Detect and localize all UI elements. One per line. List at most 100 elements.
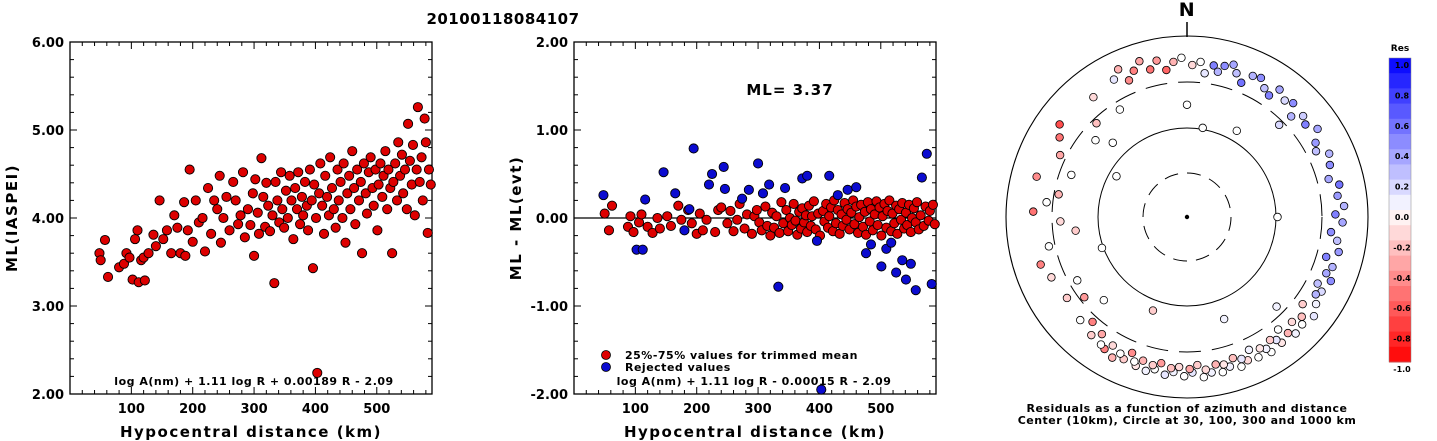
station-residual-point	[1256, 73, 1266, 83]
data-point	[338, 158, 349, 169]
data-point	[307, 263, 319, 274]
data-point	[404, 155, 415, 166]
data-point	[774, 227, 785, 239]
data-point	[393, 137, 404, 148]
data-point	[407, 139, 419, 151]
station-residual-point	[1326, 276, 1336, 286]
rejected-point	[842, 184, 853, 195]
station-residual-point	[1313, 124, 1322, 134]
colorbar-block	[1389, 194, 1411, 211]
data-point	[270, 176, 281, 187]
ring-1000km	[1005, 35, 1369, 399]
station-residual-point	[1265, 335, 1275, 345]
data-point	[417, 195, 428, 206]
data-point	[728, 226, 739, 237]
data-point	[235, 210, 246, 221]
data-point	[199, 246, 211, 257]
x-tick-label: 200	[179, 402, 206, 417]
station-residual-point	[1219, 360, 1228, 369]
data-point	[172, 222, 183, 233]
data-point	[258, 191, 269, 202]
station-residual-point	[1138, 356, 1148, 365]
data-point	[333, 195, 344, 206]
station-residual-point	[1334, 247, 1343, 257]
data-point	[368, 200, 379, 211]
station-residual-point	[1211, 360, 1220, 369]
data-point	[239, 232, 250, 243]
rejected-point	[900, 274, 911, 285]
data-point	[372, 225, 383, 236]
data-point	[277, 204, 288, 215]
rejected-point	[926, 278, 937, 290]
colorbar-block	[1389, 149, 1411, 165]
station-residual-point	[1036, 260, 1045, 269]
data-point	[911, 197, 923, 208]
data-point	[291, 204, 303, 215]
data-point	[344, 170, 355, 181]
colorbar-tick-label: -0.4	[1393, 274, 1411, 283]
data-point	[310, 212, 322, 224]
data-point	[228, 176, 239, 187]
station-residual-point	[1309, 311, 1319, 321]
data-point	[355, 176, 366, 187]
data-point	[342, 188, 353, 199]
station-residual-point	[1219, 314, 1229, 324]
data-point	[423, 164, 434, 175]
data-point	[345, 204, 356, 215]
ml-value-annotation: ML= 3.37	[746, 81, 833, 99]
data-point	[332, 164, 343, 175]
data-point	[233, 219, 244, 230]
data-point	[872, 219, 883, 231]
station-residual-point	[1248, 71, 1257, 81]
data-point	[391, 195, 403, 206]
colorbar-frame	[1388, 57, 1412, 363]
station-residual-point	[1274, 120, 1284, 130]
data-point	[337, 212, 348, 224]
data-point	[304, 164, 315, 175]
residual-y-axis-label: ML - ML(evt)	[507, 156, 525, 280]
rejected-point	[737, 193, 748, 204]
station-residual-point	[1088, 317, 1097, 327]
station-residual-point	[1325, 160, 1335, 170]
station-residual-point	[1080, 293, 1089, 302]
station-residual-point	[1301, 120, 1310, 129]
data-point	[808, 196, 819, 207]
station-residual-point	[1116, 349, 1125, 358]
colorbar-tick-label: 0.2	[1395, 183, 1409, 192]
figure-title: 20100118084107	[426, 10, 579, 28]
station-residual-point	[1273, 325, 1283, 334]
data-point	[927, 199, 938, 210]
rejected-point	[707, 168, 718, 180]
rejected-point	[876, 261, 887, 272]
station-residual-point	[1169, 57, 1178, 67]
data-point	[279, 222, 290, 233]
station-residual-point	[1237, 362, 1246, 371]
station-residual-point	[1174, 362, 1184, 372]
rejected-point	[718, 161, 729, 173]
legend-marker-accepted	[601, 350, 611, 360]
station-residual-point	[1182, 100, 1192, 109]
colorbar-tick-label: 0.8	[1395, 91, 1410, 100]
x-tick-label: 100	[622, 402, 649, 417]
rejected-point	[688, 143, 699, 154]
data-point	[412, 102, 423, 113]
rejected-point	[658, 167, 669, 178]
colorbar-block	[1389, 240, 1411, 257]
y-tick-label: -1.00	[531, 300, 568, 315]
data-point	[425, 179, 436, 190]
colorbar-block	[1389, 346, 1411, 363]
data-point	[662, 211, 673, 222]
station-residual-point	[1073, 276, 1082, 285]
colorbar-tick-label: -1.0	[1393, 365, 1411, 374]
data-point	[673, 200, 684, 211]
data-point	[739, 223, 750, 234]
data-point	[139, 275, 150, 286]
rejected-point	[684, 204, 695, 215]
station-residual-point	[1287, 317, 1297, 327]
data-point	[182, 225, 193, 236]
colorbar-block	[1389, 118, 1411, 135]
rejected-point	[743, 184, 754, 195]
data-point	[401, 204, 412, 215]
data-point	[396, 149, 407, 160]
data-point	[282, 212, 293, 224]
